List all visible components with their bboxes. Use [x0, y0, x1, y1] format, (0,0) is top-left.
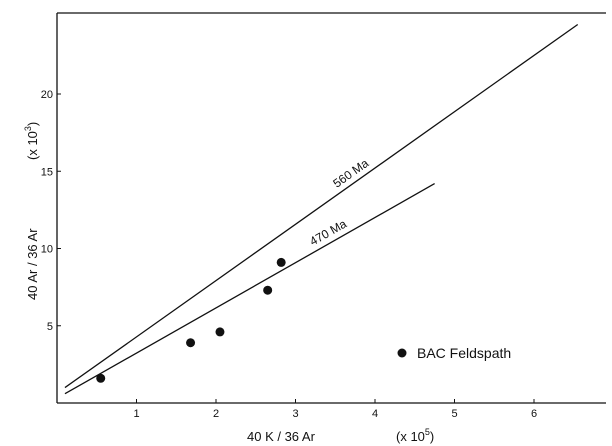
- x-tick-label-2: 2: [213, 408, 219, 420]
- legend-marker: [397, 348, 407, 358]
- data-point-5: [276, 257, 286, 267]
- ticks: 1 2 3 4 5 6 5 10 15 20: [41, 89, 537, 420]
- data-point-3: [215, 327, 225, 337]
- x-axis-label: 40 K / 36 Ar: [247, 429, 316, 444]
- y-axis-label: 40 Ar / 36 Ar: [25, 228, 40, 300]
- data-point-1: [96, 373, 106, 383]
- isochron-line-2: [64, 183, 435, 395]
- data-point-2: [186, 338, 196, 348]
- data-point-4: [263, 285, 273, 295]
- x-tick-label-3: 3: [293, 408, 299, 420]
- x-tick-label-4: 4: [372, 408, 378, 420]
- y-tick-label-5: 5: [47, 321, 53, 333]
- legend-text: BAC Feldspath: [417, 345, 511, 361]
- x-axis-unit: (x 105): [396, 427, 434, 444]
- y-tick-label-10: 10: [41, 244, 53, 256]
- y-tick-label-15: 15: [41, 166, 53, 178]
- y-axis-unit: (x 103): [23, 122, 40, 160]
- isochron-line-1: [64, 23, 579, 389]
- x-tick-label-1: 1: [134, 408, 140, 420]
- axes: [56, 12, 606, 404]
- x-tick-label-6: 6: [531, 408, 537, 420]
- data-points: [96, 257, 286, 383]
- y-tick-label-20: 20: [41, 89, 53, 101]
- x-tick-label-5: 5: [452, 408, 458, 420]
